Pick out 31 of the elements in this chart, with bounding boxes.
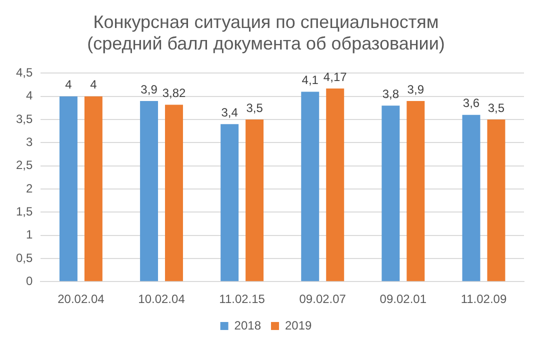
x-tick-label: 11.02.09: [460, 292, 507, 306]
y-tick-label: 2,5: [16, 158, 33, 172]
y-tick-label: 3,5: [16, 112, 33, 126]
x-tick-label: 20.02.04: [58, 292, 105, 306]
y-tick-label: 1: [26, 228, 33, 242]
legend-label: 2018: [234, 318, 262, 332]
y-tick-label: 0,5: [16, 250, 33, 265]
data-label: 3,4: [221, 105, 238, 120]
data-label: 4: [90, 78, 98, 92]
data-label: 4: [65, 78, 72, 92]
y-tick-label: 1,5: [16, 204, 33, 218]
x-tick-label: 11.02.15: [219, 292, 266, 306]
data-label: 3,82: [162, 86, 186, 100]
data-label: 3,5: [488, 100, 505, 115]
y-tick-label: 4,5: [16, 66, 33, 80]
data-label: 3,9: [407, 82, 424, 96]
y-tick-label: 2: [26, 181, 33, 196]
data-label: 3,6: [462, 96, 480, 110]
data-label: 3,8: [382, 86, 400, 101]
data-label: 4,1: [302, 73, 319, 88]
y-tick-label: 3: [26, 134, 33, 149]
legend-label: 2019: [285, 318, 312, 332]
data-label: 4,17: [323, 70, 348, 84]
x-tick-label: 09.02.01: [380, 292, 427, 306]
chart-title: Конкурсная ситуация по специальностям (средний балл документа об образовании): [87, 12, 445, 54]
x-tick-label: 10.02.04: [138, 292, 186, 306]
y-tick-label: 4: [26, 88, 33, 103]
data-label: 3,5: [246, 100, 264, 115]
data-label: 3,9: [140, 82, 158, 96]
x-tick-label: 09.02.07: [299, 292, 346, 306]
y-tick-label: 0: [26, 274, 33, 288]
